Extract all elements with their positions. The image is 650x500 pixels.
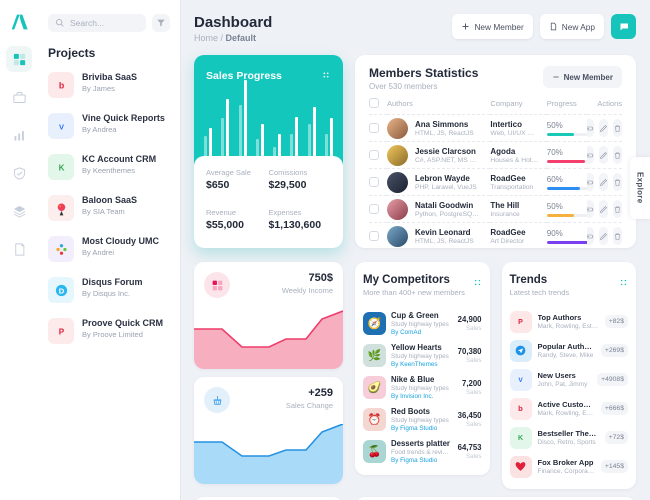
svg-text:b: b <box>58 80 63 90</box>
svg-text:K: K <box>58 163 64 172</box>
svg-text:V: V <box>58 122 63 131</box>
svg-text:b: b <box>518 404 523 413</box>
svg-text:P: P <box>58 327 64 336</box>
svg-text:K: K <box>518 435 524 442</box>
svg-text:D: D <box>58 286 64 295</box>
svg-text:V: V <box>518 377 523 384</box>
svg-text:P: P <box>518 319 523 326</box>
